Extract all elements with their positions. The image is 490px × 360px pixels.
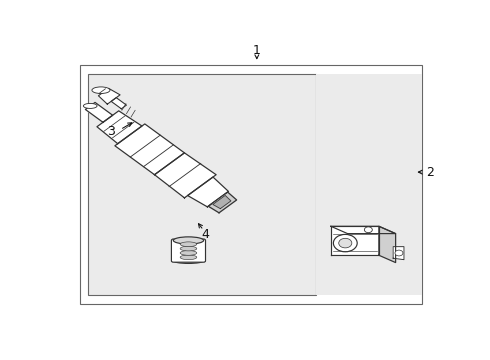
Polygon shape bbox=[188, 177, 228, 207]
Text: 3: 3 bbox=[107, 125, 115, 138]
Ellipse shape bbox=[83, 103, 97, 108]
Polygon shape bbox=[111, 98, 126, 109]
Polygon shape bbox=[97, 111, 142, 144]
Polygon shape bbox=[331, 226, 395, 234]
Text: 4: 4 bbox=[201, 228, 210, 241]
Polygon shape bbox=[331, 226, 379, 255]
Ellipse shape bbox=[92, 87, 110, 94]
Polygon shape bbox=[208, 192, 237, 213]
Bar bbox=[88, 74, 316, 296]
Ellipse shape bbox=[180, 255, 197, 260]
Circle shape bbox=[365, 227, 372, 233]
Circle shape bbox=[333, 234, 357, 252]
Ellipse shape bbox=[180, 246, 197, 251]
Ellipse shape bbox=[173, 258, 204, 264]
Circle shape bbox=[395, 250, 403, 256]
Ellipse shape bbox=[173, 237, 204, 244]
Ellipse shape bbox=[180, 251, 197, 255]
Bar bbox=[316, 74, 422, 296]
Polygon shape bbox=[154, 153, 216, 198]
Polygon shape bbox=[98, 88, 120, 104]
Polygon shape bbox=[213, 195, 231, 209]
Polygon shape bbox=[115, 124, 184, 175]
Text: 2: 2 bbox=[426, 166, 434, 179]
Text: 1: 1 bbox=[253, 44, 261, 57]
Bar bbox=[80, 66, 422, 304]
Polygon shape bbox=[85, 102, 113, 122]
Ellipse shape bbox=[180, 242, 197, 247]
Circle shape bbox=[339, 238, 352, 248]
Polygon shape bbox=[379, 226, 395, 262]
Polygon shape bbox=[393, 247, 404, 260]
FancyBboxPatch shape bbox=[172, 239, 205, 262]
